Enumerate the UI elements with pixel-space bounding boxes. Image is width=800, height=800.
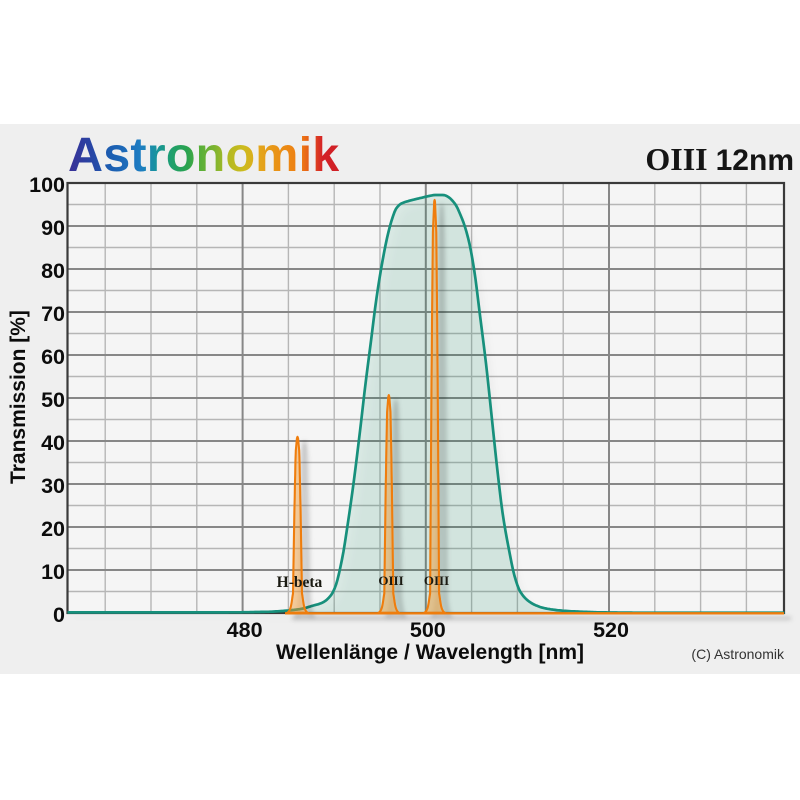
svg-text:30: 30 <box>41 474 65 498</box>
svg-text:10: 10 <box>41 560 65 584</box>
svg-text:520: 520 <box>593 618 629 642</box>
svg-text:100: 100 <box>29 173 65 197</box>
svg-text:20: 20 <box>41 517 65 541</box>
svg-text:80: 80 <box>41 259 65 283</box>
svg-text:40: 40 <box>41 431 65 455</box>
svg-text:70: 70 <box>41 302 65 326</box>
svg-text:50: 50 <box>41 388 65 412</box>
svg-text:OIII: OIII <box>424 573 449 588</box>
svg-text:500: 500 <box>410 618 446 642</box>
svg-text:60: 60 <box>41 345 65 369</box>
svg-text:H-beta: H-beta <box>277 574 323 591</box>
svg-text:90: 90 <box>41 216 65 240</box>
svg-text:480: 480 <box>227 618 263 642</box>
svg-text:0: 0 <box>53 603 65 627</box>
svg-text:OIII: OIII <box>378 573 403 588</box>
